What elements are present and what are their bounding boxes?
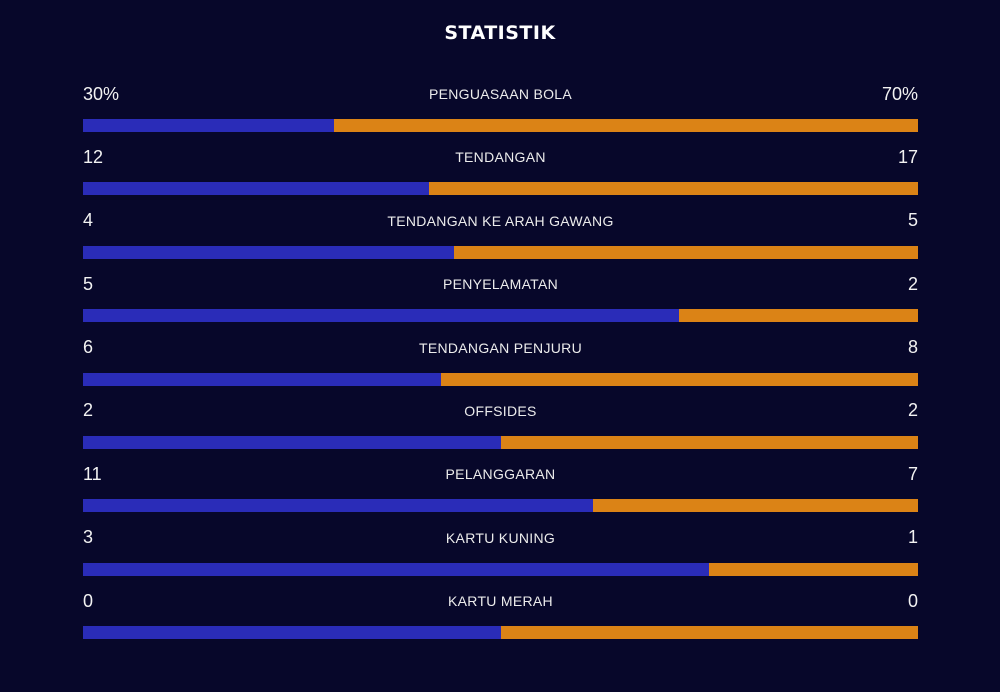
away-bar [454,245,918,259]
stat-row-possession: 30% 70% PENGUASAAN BOLA [83,80,918,143]
home-value: 12 [83,146,104,167]
home-bar [83,119,334,132]
away-bar [500,626,918,640]
home-value: 5 [83,273,94,294]
away-value: 8 [907,337,918,358]
home-value: 6 [83,337,94,358]
home-value: 30% [83,83,120,104]
away-value: 1 [907,527,918,548]
comparison-bar [83,372,918,386]
away-bar [500,435,918,449]
stat-row-shots-on-target: 4 5 TENDANGAN KE ARAH GAWANG [83,207,918,270]
stats-list: 30% 70% PENGUASAAN BOLA 12 17 TENDANGAN … [83,80,918,651]
home-bar [83,626,501,640]
away-value: 0 [907,590,918,611]
home-bar [83,245,455,259]
away-value: 2 [907,273,918,294]
away-bar [679,309,918,323]
stat-row-saves: 5 2 PENYELAMATAN [83,270,918,333]
home-value: 3 [83,527,94,548]
away-value: 17 [897,146,918,167]
comparison-bar [83,245,918,259]
home-bar [83,499,594,513]
stat-row-offsides: 2 2 OFFSIDES [83,397,918,460]
stat-row-fouls: 11 7 PELANGGARAN [83,460,918,523]
home-value: 0 [83,590,94,611]
home-bar [83,182,429,196]
comparison-bar [83,626,918,640]
home-value: 11 [83,463,102,484]
home-bar [83,372,441,386]
comparison-bar [83,119,918,132]
away-bar [440,372,918,386]
comparison-bar [83,562,918,576]
comparison-bar [83,309,918,323]
away-bar [709,562,918,576]
stat-row-shots: 12 17 TENDANGAN [83,143,918,206]
away-bar [593,499,918,513]
away-value: 2 [907,400,918,421]
away-value: 7 [907,463,918,484]
away-bar [428,182,918,196]
home-bar [83,309,680,323]
home-bar [83,562,710,576]
stat-row-red-cards: 0 0 KARTU MERAH [83,587,918,650]
away-value: 5 [907,210,918,231]
stat-row-yellow-cards: 3 1 KARTU KUNING [83,524,918,587]
home-value: 2 [83,400,94,421]
away-bar [333,119,918,132]
home-value: 4 [83,210,94,231]
home-bar [83,435,501,449]
page-title: STATISTIK [444,22,556,44]
comparison-bar [83,182,918,196]
comparison-bar [83,435,918,449]
stat-row-corners: 6 8 TENDANGAN PENJURU [83,334,918,397]
away-value: 70% [881,83,918,104]
comparison-bar [83,499,918,513]
